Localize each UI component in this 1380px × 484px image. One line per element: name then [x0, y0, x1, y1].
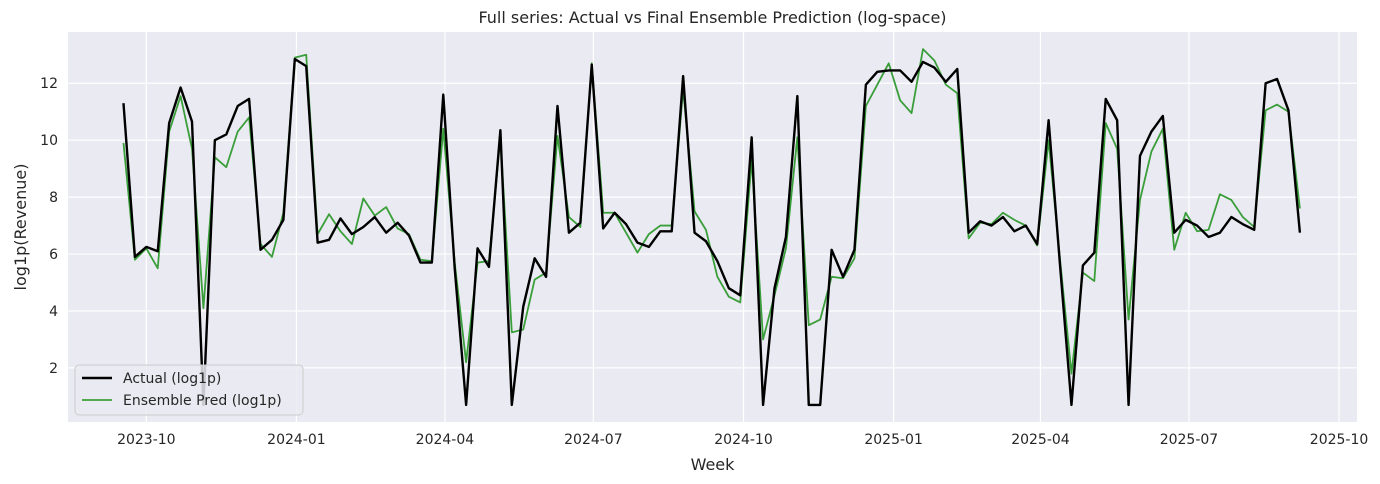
- x-tick-label: 2024-04: [416, 432, 475, 448]
- legend-box: [74, 364, 304, 416]
- series-lines: [122, 48, 1302, 407]
- grid-lines: [68, 32, 1357, 422]
- x-axis-label: Week: [691, 455, 736, 474]
- y-tick-label: 4: [49, 304, 58, 320]
- chart-title: Full series: Actual vs Final Ensemble Pr…: [478, 8, 946, 27]
- y-tick-label: 8: [49, 190, 58, 206]
- x-tick-label: 2024-01: [267, 432, 326, 448]
- x-tick-label: 2024-07: [564, 432, 623, 448]
- legend-label-ensemble: Ensemble Pred (log1p): [123, 393, 282, 409]
- y-tick-label: 2: [49, 361, 58, 377]
- x-tick-label: 2025-07: [1160, 432, 1219, 448]
- y-axis-label: log1p(Revenue): [11, 164, 30, 291]
- legend-label-actual: Actual (log1p): [123, 371, 221, 387]
- x-tick-label: 2025-01: [864, 432, 923, 448]
- y-tick-label: 6: [49, 247, 58, 263]
- y-tick-label: 12: [40, 76, 58, 92]
- x-tick-label: 2025-04: [1011, 432, 1070, 448]
- x-tick-label: 2025-10: [1310, 432, 1369, 448]
- series-line-actual: [122, 57, 1302, 407]
- tick-labels: 2023-10 2024-01 2024-04 2024-07 2024-10 2025-…: [40, 76, 1368, 448]
- y-tick-label: 10: [40, 133, 58, 149]
- x-tick-label: 2024-10: [714, 432, 773, 448]
- legend: Actual (log1p) Ensemble Pred (log1p): [74, 364, 304, 416]
- plot-area: [68, 32, 1357, 422]
- x-tick-label: 2023-10: [117, 432, 176, 448]
